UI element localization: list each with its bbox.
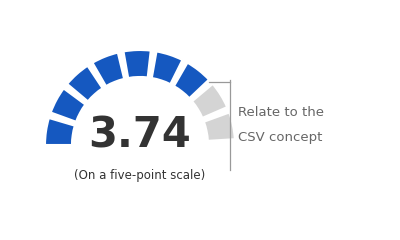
Wedge shape xyxy=(174,63,209,98)
Wedge shape xyxy=(204,113,235,141)
Text: (On a five-point scale): (On a five-point scale) xyxy=(74,168,206,181)
Wedge shape xyxy=(92,53,124,86)
Text: 3.74: 3.74 xyxy=(89,114,191,156)
Wedge shape xyxy=(192,84,227,118)
Wedge shape xyxy=(124,50,151,78)
Wedge shape xyxy=(67,66,102,101)
Text: CSV concept: CSV concept xyxy=(238,131,322,144)
Text: Relate to the: Relate to the xyxy=(238,107,324,120)
Wedge shape xyxy=(51,89,85,122)
Wedge shape xyxy=(152,51,182,84)
Wedge shape xyxy=(45,118,75,145)
